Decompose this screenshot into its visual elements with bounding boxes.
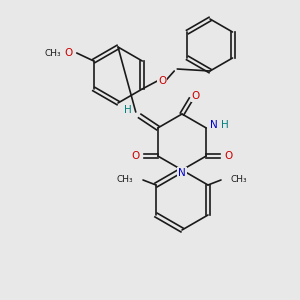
Text: N: N: [178, 168, 186, 178]
Text: O: O: [64, 48, 73, 58]
Text: CH₃: CH₃: [231, 176, 247, 184]
Text: CH₃: CH₃: [116, 176, 133, 184]
Text: O: O: [224, 151, 232, 161]
Text: O: O: [192, 91, 200, 101]
Text: O: O: [158, 76, 166, 86]
Text: H: H: [221, 120, 229, 130]
Text: N: N: [210, 120, 218, 130]
Text: H: H: [124, 105, 132, 115]
Text: CH₃: CH₃: [44, 49, 61, 58]
Text: O: O: [132, 151, 140, 161]
